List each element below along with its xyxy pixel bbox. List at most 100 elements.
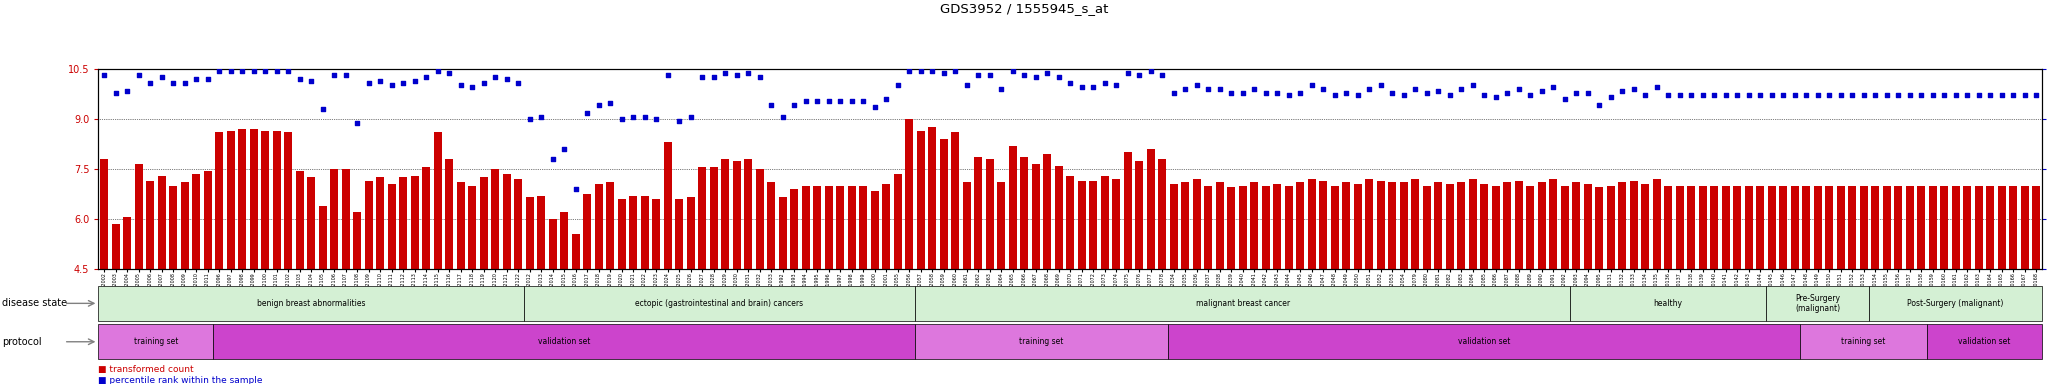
Bar (733, 161, 741, 269)
Point (352, 80, 385, 86)
Bar (1217, 182, 1223, 269)
Text: benign breast abnormalities: benign breast abnormalities (256, 299, 365, 308)
Bar (1192, 179, 1200, 269)
Point (1421, 88, 1454, 94)
Point (1860, 92, 1892, 98)
Point (307, 106, 340, 112)
Point (365, 78, 397, 84)
Bar (342, 169, 350, 269)
Bar (1860, 185, 1868, 269)
Bar (1987, 185, 1995, 269)
Point (1169, 86, 1202, 92)
Point (1399, 86, 1432, 92)
Text: ■ percentile rank within the sample: ■ percentile rank within the sample (98, 376, 262, 384)
Point (559, 186, 592, 192)
Bar (295, 170, 303, 269)
Bar (1341, 182, 1350, 269)
Point (938, 68, 971, 74)
Bar (479, 177, 487, 269)
Bar (1573, 182, 1581, 269)
Point (1686, 92, 1718, 98)
Point (788, 98, 821, 104)
Bar (1733, 185, 1741, 269)
Bar (238, 129, 246, 269)
Bar (1516, 180, 1522, 269)
Bar (721, 159, 729, 269)
Point (928, 70, 961, 76)
Point (225, 68, 258, 74)
Bar (883, 184, 891, 269)
Bar (1606, 185, 1614, 269)
Point (1479, 94, 1511, 100)
Bar (1526, 185, 1534, 269)
Point (1237, 86, 1270, 92)
Point (145, 74, 178, 80)
Point (502, 80, 535, 86)
Bar (791, 189, 799, 269)
Bar (918, 131, 924, 269)
Bar (1354, 184, 1362, 269)
Text: disease state: disease state (2, 298, 68, 308)
Point (594, 100, 627, 106)
Point (1985, 92, 2017, 98)
Bar (526, 197, 535, 269)
Point (1618, 86, 1651, 92)
Point (1284, 90, 1317, 96)
Point (709, 70, 741, 76)
Bar (997, 182, 1006, 269)
Bar (135, 164, 143, 269)
Point (168, 80, 201, 86)
Point (1962, 92, 1995, 98)
Point (1548, 96, 1581, 102)
Bar (365, 180, 373, 269)
Bar (768, 182, 774, 269)
Point (846, 98, 879, 104)
Bar (1239, 185, 1247, 269)
Bar (870, 190, 879, 269)
Point (1561, 90, 1593, 96)
Bar (975, 157, 983, 269)
Bar (307, 177, 315, 269)
Point (616, 114, 649, 120)
Point (1444, 86, 1477, 92)
Bar (825, 185, 834, 269)
Point (1905, 92, 1937, 98)
Point (1882, 92, 1915, 98)
Bar (1952, 185, 1960, 269)
Point (1835, 92, 1868, 98)
Point (721, 72, 754, 78)
Point (1513, 92, 1546, 98)
Bar (664, 142, 672, 269)
Bar (756, 169, 764, 269)
Bar (1548, 179, 1556, 269)
Point (203, 68, 236, 74)
Bar (1376, 180, 1384, 269)
Point (801, 98, 834, 104)
Point (754, 102, 786, 108)
Bar (1112, 179, 1120, 269)
Point (1651, 92, 1683, 98)
Point (1802, 92, 1835, 98)
Bar (98, 286, 524, 321)
Point (1892, 92, 1925, 98)
Point (1262, 90, 1294, 96)
Point (1456, 82, 1489, 88)
Bar (203, 170, 211, 269)
Bar (123, 217, 131, 269)
Point (98, 90, 131, 96)
Bar (1262, 185, 1270, 269)
Point (260, 68, 293, 74)
Bar (1997, 185, 2005, 269)
Bar (514, 179, 522, 269)
Bar (213, 324, 915, 359)
Point (547, 146, 580, 152)
Bar (1067, 175, 1073, 269)
Point (870, 96, 903, 102)
Bar (1481, 184, 1489, 269)
Point (524, 114, 557, 120)
Bar (410, 175, 418, 269)
Point (123, 72, 156, 78)
Bar (1090, 180, 1098, 269)
Point (1825, 92, 1858, 98)
Bar (858, 185, 866, 269)
